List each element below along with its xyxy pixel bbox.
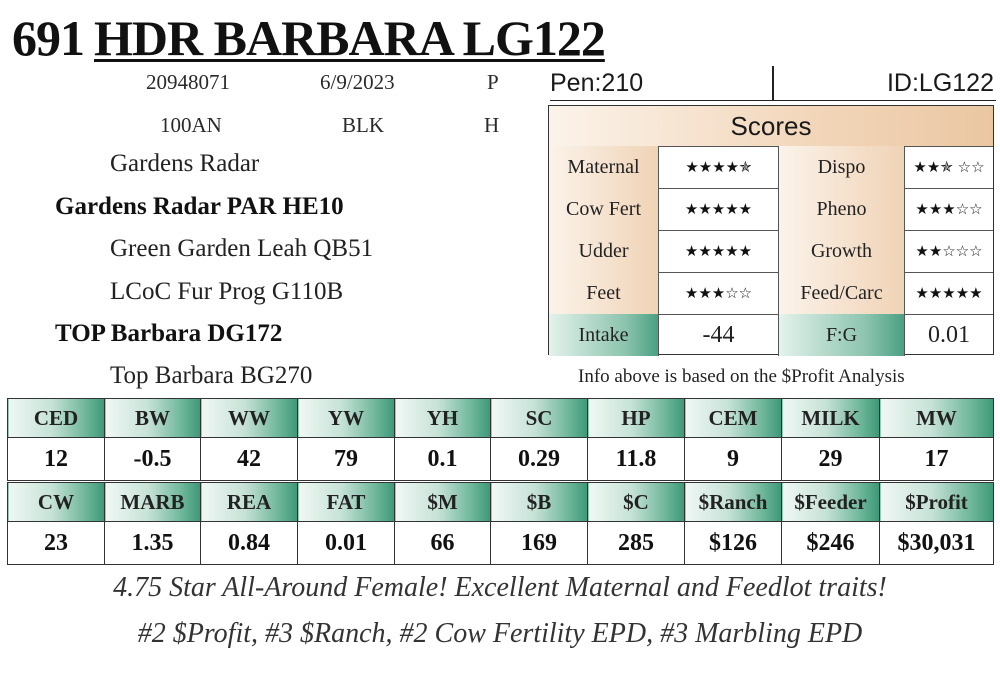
- score-label-feet: Feet: [549, 272, 659, 314]
- epd-value: -0.5: [104, 437, 201, 481]
- pedigree-dam-dam: Top Barbara BG270: [110, 362, 313, 389]
- scores-title: Scores: [549, 106, 993, 147]
- lot-title: 691 HDR BARBARA LG122: [12, 6, 606, 70]
- pedigree-sire-dam: Green Garden Leah QB51: [110, 235, 374, 262]
- pedigree-dam: TOP Barbara DG172: [55, 320, 283, 347]
- pedigree-sire: Gardens Radar PAR HE10: [55, 193, 344, 220]
- code-h: H: [484, 113, 500, 137]
- pen-divider: [772, 66, 774, 100]
- epd-value: 79: [297, 437, 395, 481]
- epd-header: $Feeder: [781, 482, 880, 522]
- score-label-growth: Growth: [779, 230, 905, 272]
- pedigree-sire-sire: Gardens Radar: [110, 150, 260, 177]
- score-label-maternal: Maternal: [549, 146, 659, 188]
- highlight-note-1: 4.75 Star All-Around Female! Excellent M…: [113, 572, 887, 603]
- epd-header: MW: [879, 398, 994, 438]
- score-stars-udder: ★★★★★: [659, 230, 779, 272]
- epd-value: 12: [7, 437, 105, 481]
- score-stars-feet: ★★★☆☆: [659, 272, 779, 314]
- intake-value: -44: [659, 314, 779, 356]
- score-row: Intake -44 F:G 0.01: [549, 314, 993, 356]
- fg-label: F:G: [779, 314, 905, 356]
- epd-table-2: CW MARB REA FAT $M $B $C $Ranch $Feeder …: [7, 482, 994, 565]
- epd-header: $Profit: [879, 482, 994, 522]
- epd-header: WW: [200, 398, 298, 438]
- epd-value: 0.84: [200, 521, 298, 565]
- id-label: ID:LG122: [886, 69, 994, 97]
- score-label-pheno: Pheno: [779, 188, 905, 230]
- score-label-udder: Udder: [549, 230, 659, 272]
- code-p: P: [487, 70, 499, 94]
- epd-value: 11.8: [587, 437, 685, 481]
- epd-value: 23: [7, 521, 105, 565]
- score-stars-feed-carc: ★★★★★: [915, 284, 983, 302]
- fg-value: 0.01: [928, 322, 970, 348]
- score-label-cow-fert: Cow Fert: [549, 188, 659, 230]
- epd-value: 42: [200, 437, 298, 481]
- epd-header: YH: [394, 398, 491, 438]
- score-label-dispo: Dispo: [779, 146, 905, 188]
- epd-header: CED: [7, 398, 105, 438]
- epd-value-row: 23 1.35 0.84 0.01 66 169 285 $126 $246 $…: [7, 521, 994, 565]
- epd-header-row: CW MARB REA FAT $M $B $C $Ranch $Feeder …: [7, 482, 994, 522]
- highlight-note-2: #2 $Profit, #3 $Ranch, #2 Cow Fertility …: [137, 618, 863, 649]
- score-stars-growth: ★★☆☆☆: [915, 242, 983, 260]
- epd-value: $30,031: [879, 521, 994, 565]
- score-stars-cow-fert: ★★★★★: [659, 188, 779, 230]
- epd-value: 9: [684, 437, 782, 481]
- epd-value: 29: [781, 437, 880, 481]
- epd-value: 0.29: [490, 437, 588, 481]
- score-label-feed-carc: Feed/Carc: [779, 272, 905, 314]
- epd-value: 66: [394, 521, 491, 565]
- epd-header: $M: [394, 482, 491, 522]
- epd-header: YW: [297, 398, 395, 438]
- epd-header: FAT: [297, 482, 395, 522]
- score-row: Cow Fert ★★★★★ Pheno ★★★☆☆: [549, 188, 993, 231]
- epd-header: MARB: [104, 482, 201, 522]
- epd-value: 0.1: [394, 437, 491, 481]
- pen-id-bar: Pen:210 ID:LG122: [550, 66, 996, 101]
- score-row: Feet ★★★☆☆ Feed/Carc ★★★★★: [549, 272, 993, 315]
- breed-code: 100AN: [160, 113, 222, 137]
- epd-header: CW: [7, 482, 105, 522]
- registration-number: 20948071: [146, 70, 230, 94]
- info-note: Info above is based on the $Profit Analy…: [578, 366, 905, 387]
- epd-header: SC: [490, 398, 588, 438]
- pedigree-dam-sire: LCoC Fur Prog G110B: [110, 278, 344, 305]
- birth-date: 6/9/2023: [320, 70, 395, 94]
- score-stars-pheno: ★★★☆☆: [915, 200, 983, 218]
- score-row: Udder ★★★★★ Growth ★★☆☆☆: [549, 230, 993, 273]
- epd-value: $246: [781, 521, 880, 565]
- pen-label: Pen:210: [550, 69, 644, 97]
- color-code: BLK: [342, 113, 384, 137]
- lot-number: 691: [12, 10, 85, 66]
- epd-header: HP: [587, 398, 685, 438]
- epd-value-row: 12 -0.5 42 79 0.1 0.29 11.8 9 29 17: [7, 437, 994, 481]
- epd-value: 169: [490, 521, 588, 565]
- epd-header: $Ranch: [684, 482, 782, 522]
- epd-header-row: CED BW WW YW YH SC HP CEM MILK MW: [7, 398, 994, 438]
- epd-value: 17: [879, 437, 994, 481]
- epd-value: 285: [587, 521, 685, 565]
- animal-name: HDR BARBARA LG122: [94, 10, 606, 66]
- epd-value: $126: [684, 521, 782, 565]
- score-stars-maternal: ★★★★✯: [659, 146, 779, 188]
- epd-header: $C: [587, 482, 685, 522]
- epd-header: REA: [200, 482, 298, 522]
- intake-label: Intake: [549, 314, 659, 356]
- epd-header: BW: [104, 398, 201, 438]
- epd-header: CEM: [684, 398, 782, 438]
- score-row: Maternal ★★★★✯ Dispo ★★✯ ☆☆: [549, 146, 993, 189]
- epd-value: 1.35: [104, 521, 201, 565]
- scores-table: Scores Maternal ★★★★✯ Dispo ★★✯ ☆☆ Cow F…: [548, 105, 994, 356]
- epd-header: $B: [490, 482, 588, 522]
- score-stars-dispo: ★★✯ ☆☆: [913, 158, 985, 176]
- epd-table-1: CED BW WW YW YH SC HP CEM MILK MW 12 -0.…: [7, 398, 994, 481]
- epd-value: 0.01: [297, 521, 395, 565]
- epd-header: MILK: [781, 398, 880, 438]
